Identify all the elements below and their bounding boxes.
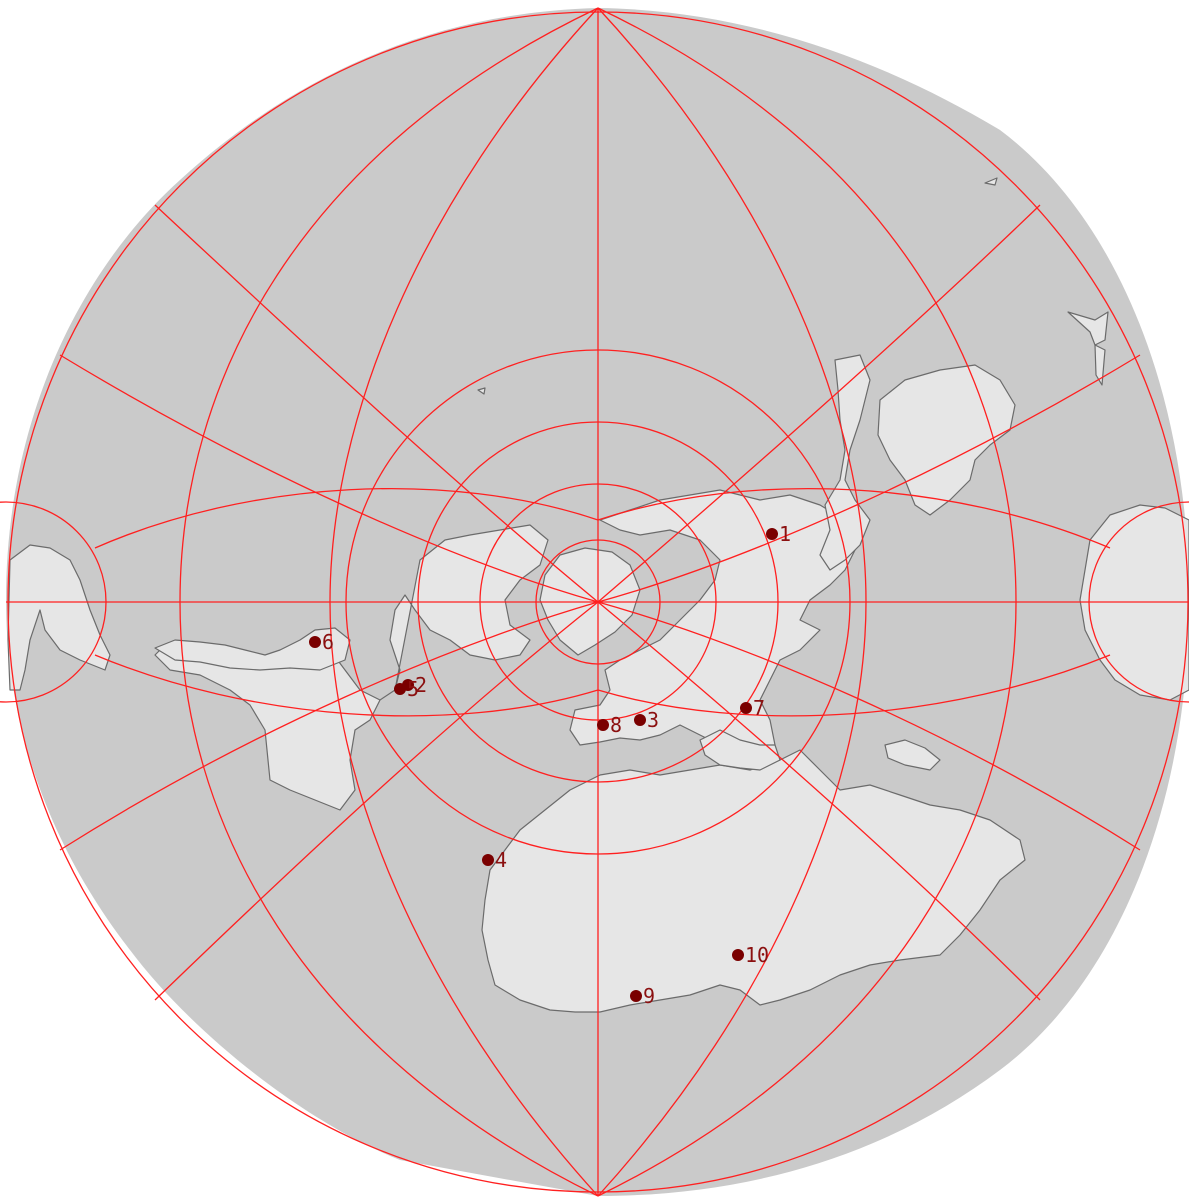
island-ne-3	[984, 177, 998, 186]
island-ne-2	[1094, 344, 1106, 386]
land-masses	[7, 177, 1189, 1013]
marker-label: 5	[407, 677, 419, 701]
map-marker-3[interactable]: 3	[634, 708, 659, 732]
marker-dot[interactable]	[766, 528, 778, 540]
map-marker-7[interactable]: 7	[740, 696, 765, 720]
graticule-side-right	[1088, 501, 1189, 703]
map-marker-9[interactable]: 9	[630, 984, 655, 1008]
north-america	[154, 524, 549, 811]
map-marker-5[interactable]: 5	[394, 677, 419, 701]
marker-label: 6	[322, 630, 334, 654]
alaska	[154, 627, 351, 671]
marker-dot[interactable]	[597, 719, 609, 731]
marker-label: 4	[495, 848, 507, 872]
map-marker-8[interactable]: 8	[597, 713, 622, 737]
meridian-left-2	[179, 7, 599, 1197]
marker-label: 1	[779, 522, 791, 546]
graticule-side-left	[0, 501, 107, 703]
middle-east	[699, 729, 781, 771]
latitude-arc-upper	[94, 487, 1111, 549]
australia	[877, 364, 1016, 516]
marker-dot[interactable]	[309, 636, 321, 648]
map-marker-10[interactable]: 10	[732, 943, 769, 967]
meridian-left-1	[329, 7, 599, 1197]
marker-dot[interactable]	[394, 683, 406, 695]
latitude-arc-lower	[94, 654, 1111, 717]
meridian-oblique-4	[154, 204, 1041, 1001]
marker-label: 10	[745, 943, 769, 967]
marker-label: 7	[753, 696, 765, 720]
marker-label: 8	[610, 713, 622, 737]
marker-label: 3	[647, 708, 659, 732]
meridian-right-1	[597, 7, 867, 1197]
marker-dot[interactable]	[634, 714, 646, 726]
markers-layer: 1 2 3 4 5 6 7 8 9 10	[309, 522, 791, 1008]
marker-dot[interactable]	[482, 854, 494, 866]
marker-dot[interactable]	[732, 949, 744, 961]
map-marker-6[interactable]: 6	[309, 630, 334, 654]
south-america	[7, 544, 111, 691]
island-east	[884, 739, 941, 771]
marker-label: 9	[643, 984, 655, 1008]
island-nw	[477, 387, 486, 395]
map-marker-4[interactable]: 4	[482, 848, 507, 872]
island-ne-1	[1067, 311, 1109, 346]
graticule	[0, 7, 1189, 1197]
map-marker-1[interactable]: 1	[766, 522, 791, 546]
meridian-right-2	[597, 7, 1017, 1197]
marker-dot[interactable]	[740, 702, 752, 714]
marker-label: 2	[415, 673, 427, 697]
marker-dot[interactable]	[630, 990, 642, 1002]
